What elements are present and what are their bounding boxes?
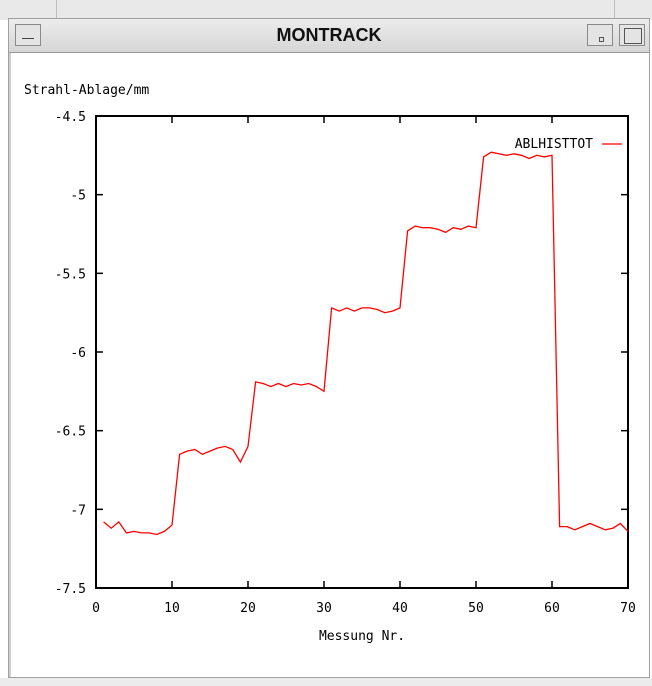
window-left-border <box>9 53 11 677</box>
y-tick-label: -7 <box>70 503 86 518</box>
y-axis-ticks: -4.5 -5 -5.5 -6 -6.5 -7 -7.5 <box>55 110 628 597</box>
y-tick-label: -6.5 <box>55 425 86 440</box>
x-tick-label: 50 <box>468 601 484 616</box>
window-frame-bottom <box>0 678 652 686</box>
window-menu-icon <box>22 38 34 39</box>
minimize-button[interactable] <box>587 24 613 46</box>
maximize-icon <box>624 28 642 44</box>
y-tick-label: -5 <box>70 189 86 204</box>
maximize-button[interactable] <box>619 24 645 46</box>
x-tick-label: 60 <box>544 601 560 616</box>
title-bar[interactable]: MONTRACK <box>9 19 649 53</box>
y-tick-label: -5.5 <box>55 267 86 282</box>
x-tick-label: 30 <box>316 601 332 616</box>
app-window: MONTRACK <box>8 18 650 678</box>
y-tick-label: -4.5 <box>55 110 86 125</box>
series-line-ablhisttot <box>103 151 629 536</box>
window-frame-top <box>0 0 652 20</box>
x-tick-label: 70 <box>620 601 636 616</box>
legend: ABLHISTTOT <box>515 137 622 152</box>
x-tick-label: 20 <box>240 601 256 616</box>
x-axis-ticks: 0 10 20 30 40 50 60 70 <box>92 116 636 616</box>
plot-area-frame <box>95 115 629 589</box>
y-tick-label: -6 <box>70 346 86 361</box>
minimize-icon <box>599 37 604 42</box>
window-title: MONTRACK <box>276 25 382 45</box>
x-tick-label: 0 <box>92 601 100 616</box>
y-axis-label: Strahl-Ablage/mm <box>24 83 149 98</box>
legend-label: ABLHISTTOT <box>515 137 593 152</box>
x-tick-label: 40 <box>392 601 408 616</box>
y-tick-label: -7.5 <box>55 582 86 597</box>
x-tick-label: 10 <box>164 601 180 616</box>
x-axis-label: Messung Nr. <box>319 629 405 644</box>
window-menu-button[interactable] <box>15 24 41 46</box>
